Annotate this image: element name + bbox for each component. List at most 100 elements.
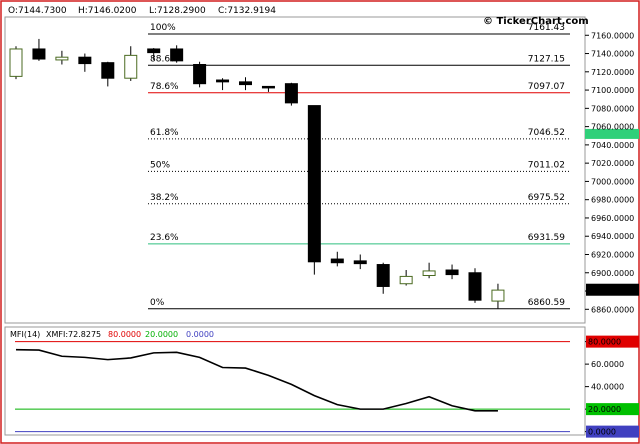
price-tick-label: 7100.0000: [591, 86, 634, 95]
candle-body: [284, 83, 298, 104]
mfi-legend-item: XMFI:72.8275: [46, 330, 101, 339]
candle-body: [376, 264, 390, 287]
fib-value-label: 6860.59: [528, 298, 565, 308]
current-price-label: 6881.4194: [588, 286, 631, 295]
price-tick-label: 6980.0000: [591, 196, 634, 205]
fib-percent-label: 0%: [150, 298, 165, 308]
mfi-tick-label: 40.0000: [591, 383, 624, 392]
candle: [101, 61, 115, 87]
price-tick-label: 7140.0000: [591, 50, 634, 59]
fib-value-label: 7161.43: [528, 23, 565, 33]
price-tick-label: 7040.0000: [591, 141, 634, 150]
mfi-panel-border: [4, 326, 586, 436]
current-price-tag: [586, 283, 639, 296]
candle-body: [330, 258, 344, 264]
candle: [491, 283, 505, 309]
fib-value-label: 7046.52: [528, 128, 565, 138]
mfi-tick-label: 60.0000: [591, 360, 624, 369]
fib-value-label: 6975.52: [528, 193, 565, 203]
mfi-upper-tag: [586, 335, 639, 348]
mfi-current-tag-label: 20.0000: [588, 405, 621, 414]
candle-body: [216, 79, 230, 83]
price-tick-label: 7020.0000: [591, 159, 634, 168]
candles: [9, 38, 505, 309]
mfi-legend-item: MFI(14): [10, 330, 40, 339]
candle-body: [261, 85, 275, 89]
candle-body: [147, 48, 161, 54]
price-tick-label: 7160.0000: [591, 31, 634, 40]
candle-body: [193, 63, 207, 85]
price-band: [585, 128, 639, 139]
fib-percent-label: 88.6%: [150, 54, 179, 64]
fib-value-label: 7011.02: [528, 160, 565, 170]
candle-body: [422, 270, 436, 277]
mfi-zero-tag: [586, 425, 639, 438]
mfi-upper-tag-label: 80.0000: [588, 338, 621, 347]
candle-body: [307, 105, 321, 263]
candle: [261, 85, 275, 92]
price-tick-label: 7120.0000: [591, 68, 634, 77]
candle: [353, 254, 367, 270]
watermark: © TickerChart.com: [483, 16, 589, 27]
candle-body: [239, 81, 252, 86]
candle: [78, 53, 92, 72]
mfi-legend: MFI(14) XMFI:72.8275 80.0000 20.0000 0.0000: [10, 330, 214, 339]
candle: [170, 45, 184, 63]
ohlc-close: C:7132.9194: [218, 6, 276, 16]
fib-percent-label: 61.8%: [150, 128, 179, 138]
candle-body: [78, 56, 92, 65]
candle-body: [445, 269, 459, 276]
mfi-line: [15, 348, 498, 412]
mfi-levels: [15, 341, 570, 433]
candle: [55, 50, 69, 65]
candle-body: [124, 54, 138, 79]
candle-body: [170, 48, 184, 62]
candle: [32, 38, 46, 61]
price-tick-label: 6940.0000: [591, 232, 634, 241]
candle: [216, 78, 230, 91]
candle: [468, 268, 482, 303]
candle: [193, 61, 207, 88]
fib-value-label: 7127.15: [528, 54, 565, 64]
candle: [376, 262, 390, 294]
candle-body: [468, 272, 482, 301]
candle: [330, 251, 344, 267]
fib-percent-label: 38.2%: [150, 193, 179, 203]
fib-percent-label: 78.6%: [150, 82, 179, 92]
mfi-current-tag: [586, 403, 639, 416]
candle: [9, 46, 23, 80]
candle: [307, 105, 321, 275]
fib-value-label: 7097.07: [528, 82, 565, 92]
candle: [422, 262, 436, 279]
mfi-legend-item: 80.0000: [108, 330, 141, 339]
candle-body: [9, 48, 23, 77]
ohlc-low: L:7128.2900: [149, 6, 206, 16]
mfi-legend-item: 0.0000: [186, 330, 214, 339]
candle: [147, 48, 161, 60]
candle: [239, 77, 252, 91]
fibonacci-levels: 100% 7161.43 88.6% 7127.15 78.6% 7097.07 61.8%…: [148, 23, 570, 310]
price-tick-label: 7000.0000: [591, 177, 634, 186]
price-axis: 7160.0000 7140.0000 7120.0000 7100.0000 7080…: [585, 31, 639, 314]
candle-body: [32, 48, 46, 60]
candle: [445, 264, 459, 280]
price-tick-label: 6900.0000: [591, 269, 634, 278]
price-tick-label: 7060.0000: [591, 123, 634, 132]
mfi-series: [15, 348, 498, 412]
ohlc-high: H:7146.0200: [78, 6, 137, 16]
price-band-marker: [585, 128, 639, 139]
mfi-legend-item: 20.0000: [145, 330, 178, 339]
price-tick-label: 6860.0000: [591, 305, 634, 314]
candle: [399, 270, 413, 286]
fib-value-label: 6931.59: [528, 233, 565, 243]
candle-body: [55, 56, 69, 61]
mfi-zero-tag-label: 0.0000: [588, 428, 616, 437]
candle: [284, 82, 298, 106]
price-tick-label: 6920.0000: [591, 250, 634, 259]
fib-percent-label: 100%: [150, 23, 176, 33]
price-tick-label: 6960.0000: [591, 214, 634, 223]
price-panel-border: [4, 16, 586, 324]
candle-body: [399, 275, 413, 285]
